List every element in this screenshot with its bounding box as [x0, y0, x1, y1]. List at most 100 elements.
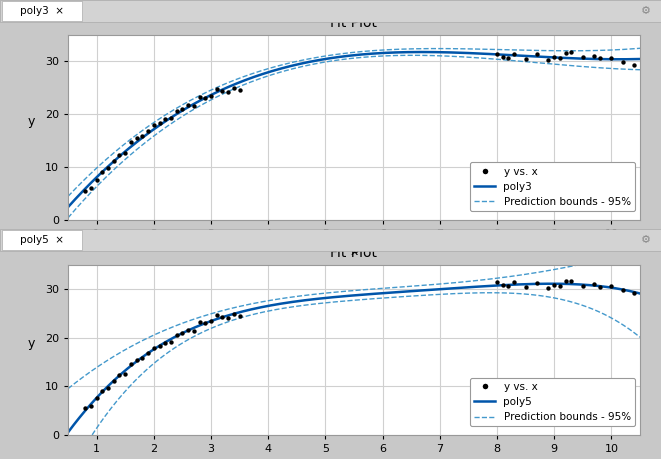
Text: ⚙: ⚙ — [641, 235, 651, 245]
X-axis label: x: x — [350, 245, 358, 257]
Point — [114, 372, 125, 379]
Point — [509, 279, 520, 286]
Point — [80, 405, 91, 412]
Point — [212, 85, 222, 93]
Point — [194, 93, 205, 101]
Point — [217, 313, 228, 320]
Point — [132, 356, 142, 364]
Point — [229, 84, 239, 92]
Point — [143, 349, 153, 357]
Point — [606, 282, 617, 290]
Point — [234, 312, 245, 319]
Point — [206, 318, 216, 325]
Point — [120, 150, 130, 157]
Text: ⚙: ⚙ — [641, 6, 651, 16]
Point — [589, 280, 600, 288]
Point — [97, 168, 108, 176]
Point — [492, 50, 502, 58]
Point — [120, 370, 130, 377]
Point — [629, 289, 640, 297]
Point — [102, 384, 113, 392]
Point — [595, 283, 605, 290]
Point — [102, 165, 113, 172]
Point — [160, 339, 171, 346]
Point — [549, 281, 559, 289]
Point — [132, 134, 142, 142]
Point — [177, 329, 188, 336]
Point — [629, 62, 640, 69]
Point — [229, 310, 239, 318]
Title: Fit Plot: Fit Plot — [330, 246, 377, 260]
Point — [188, 103, 199, 110]
Point — [183, 102, 194, 109]
Text: poly5  ×: poly5 × — [20, 235, 64, 245]
Point — [492, 279, 502, 286]
Point — [200, 319, 211, 326]
Point — [578, 282, 588, 289]
Point — [578, 54, 588, 61]
Point — [114, 151, 125, 159]
Point — [143, 127, 153, 134]
Point — [171, 107, 182, 115]
Point — [543, 56, 554, 63]
Title: Fit Plot: Fit Plot — [330, 16, 377, 30]
Point — [108, 377, 119, 384]
Point — [212, 311, 222, 319]
Point — [188, 327, 199, 334]
Y-axis label: y: y — [27, 114, 34, 128]
Point — [223, 89, 233, 96]
Point — [234, 87, 245, 94]
Point — [531, 279, 542, 286]
Point — [555, 283, 565, 290]
Point — [171, 331, 182, 338]
Point — [617, 58, 628, 66]
Point — [137, 354, 147, 362]
Point — [108, 157, 119, 164]
Point — [126, 360, 136, 367]
Point — [217, 88, 228, 95]
Point — [531, 50, 542, 58]
Point — [166, 115, 176, 122]
Point — [606, 54, 617, 62]
Point — [561, 278, 571, 285]
Point — [566, 277, 576, 285]
Point — [154, 342, 165, 350]
Point — [126, 139, 136, 146]
Point — [589, 52, 600, 60]
Point — [149, 122, 159, 129]
Point — [154, 119, 165, 127]
Point — [520, 283, 531, 291]
Point — [97, 387, 108, 395]
Point — [595, 55, 605, 62]
Point — [85, 402, 96, 409]
Point — [85, 185, 96, 192]
Point — [91, 176, 102, 184]
Point — [166, 338, 176, 345]
Legend: y vs. x, poly5, Prediction bounds - 95%: y vs. x, poly5, Prediction bounds - 95% — [470, 378, 635, 426]
Point — [498, 54, 508, 61]
Y-axis label: y: y — [27, 337, 34, 350]
Point — [509, 50, 520, 57]
Point — [160, 116, 171, 123]
Point — [566, 49, 576, 56]
Point — [177, 105, 188, 112]
Point — [206, 93, 216, 100]
Point — [617, 286, 628, 293]
Point — [503, 54, 514, 62]
Point — [91, 394, 102, 402]
Point — [561, 49, 571, 56]
Point — [149, 344, 159, 352]
Text: poly3  ×: poly3 × — [20, 6, 64, 16]
Point — [200, 94, 211, 101]
Point — [520, 56, 531, 63]
Point — [80, 187, 91, 195]
Point — [543, 284, 554, 291]
Point — [503, 282, 514, 290]
Point — [194, 318, 205, 325]
Legend: y vs. x, poly3, Prediction bounds - 95%: y vs. x, poly3, Prediction bounds - 95% — [470, 162, 635, 211]
Point — [223, 314, 233, 321]
Point — [498, 282, 508, 289]
Point — [137, 133, 147, 140]
Point — [549, 53, 559, 61]
Point — [555, 55, 565, 62]
